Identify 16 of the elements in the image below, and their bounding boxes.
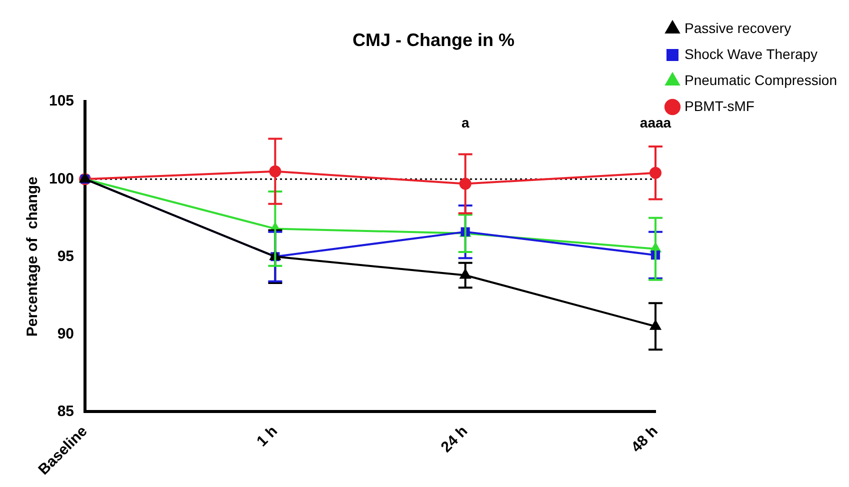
chart-title: CMJ - Change in % (352, 30, 515, 50)
y-tick-label: 85 (57, 402, 74, 420)
legend-label: Pneumatic Compression (684, 72, 838, 88)
y-axis-title: Percentage of change (24, 176, 42, 337)
y-tick-label: 100 (48, 170, 74, 188)
annotation: aaaa (640, 114, 672, 130)
y-tick-label: 90 (57, 325, 74, 342)
legend-label: Shock Wave Therapy (684, 46, 818, 62)
annotation: a (461, 114, 470, 130)
x-tick-label: 1 h (254, 422, 281, 450)
legend-label: PBMT-sMF (684, 98, 754, 114)
y-tick-label: 105 (48, 92, 74, 110)
x-tick-label: 48 h (628, 422, 662, 456)
legend-label: Passive recovery (684, 20, 792, 36)
y-tick-label: 95 (57, 248, 74, 265)
x-tick-label: 24 h (438, 422, 472, 456)
